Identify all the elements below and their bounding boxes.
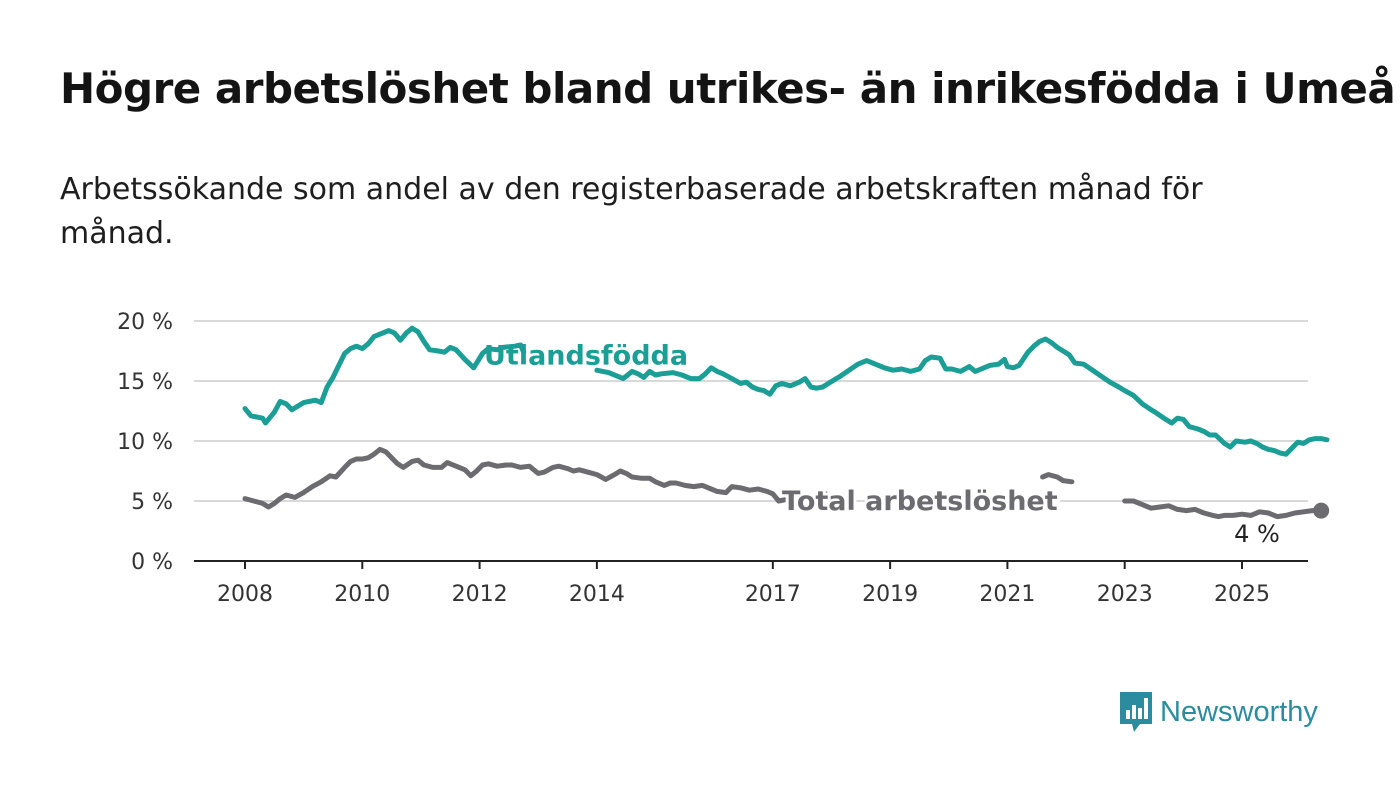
x-tick-label: 2017 <box>745 582 801 607</box>
series-label-total: Total arbetslöshet <box>782 486 1058 517</box>
series-lines <box>242 325 1330 520</box>
end-point-marker <box>1313 502 1330 519</box>
x-tick-label: 2019 <box>862 582 918 607</box>
x-tick-label: 2021 <box>979 582 1035 607</box>
x-tick-label: 2025 <box>1214 582 1270 607</box>
x-tick-label: 2010 <box>334 582 390 607</box>
y-tick-label: 0 % <box>131 550 173 575</box>
end-value-label: 4 % <box>1234 520 1280 548</box>
newsworthy-icon <box>1120 692 1152 732</box>
newsworthy-logo: Newsworthy <box>1118 690 1318 734</box>
series-line <box>1040 472 1075 485</box>
series-line <box>242 325 527 426</box>
chart-title: Högre arbetslöshet bland utrikes- än inr… <box>60 64 1396 113</box>
x-tick-label: 2008 <box>217 582 273 607</box>
series-line <box>1122 498 1324 520</box>
series-line <box>594 336 1330 457</box>
series-label-utlandsfodda: Utlandsfödda <box>484 341 688 372</box>
y-tick-label: 15 % <box>117 370 173 395</box>
y-tick-label: 5 % <box>131 490 173 515</box>
series-labels: Utlandsfödda Total arbetslöshet 4 % <box>484 341 1330 548</box>
x-tick-label: 2014 <box>569 582 625 607</box>
series-line <box>242 446 829 510</box>
brand-name: Newsworthy <box>1160 695 1318 728</box>
x-tick-label: 2023 <box>1097 582 1153 607</box>
x-axis-ticks: 2008 2010 2012 2014 2017 2019 2021 2023 2025 <box>217 561 1270 607</box>
y-tick-label: 10 % <box>117 430 173 455</box>
chart-subtitle: Arbetssökande som andel av den registerb… <box>60 172 1203 251</box>
y-axis-ticks: 0 % 5 % 10 % 15 % 20 % <box>117 310 173 575</box>
x-tick-label: 2012 <box>452 582 508 607</box>
y-tick-label: 20 % <box>117 310 173 335</box>
